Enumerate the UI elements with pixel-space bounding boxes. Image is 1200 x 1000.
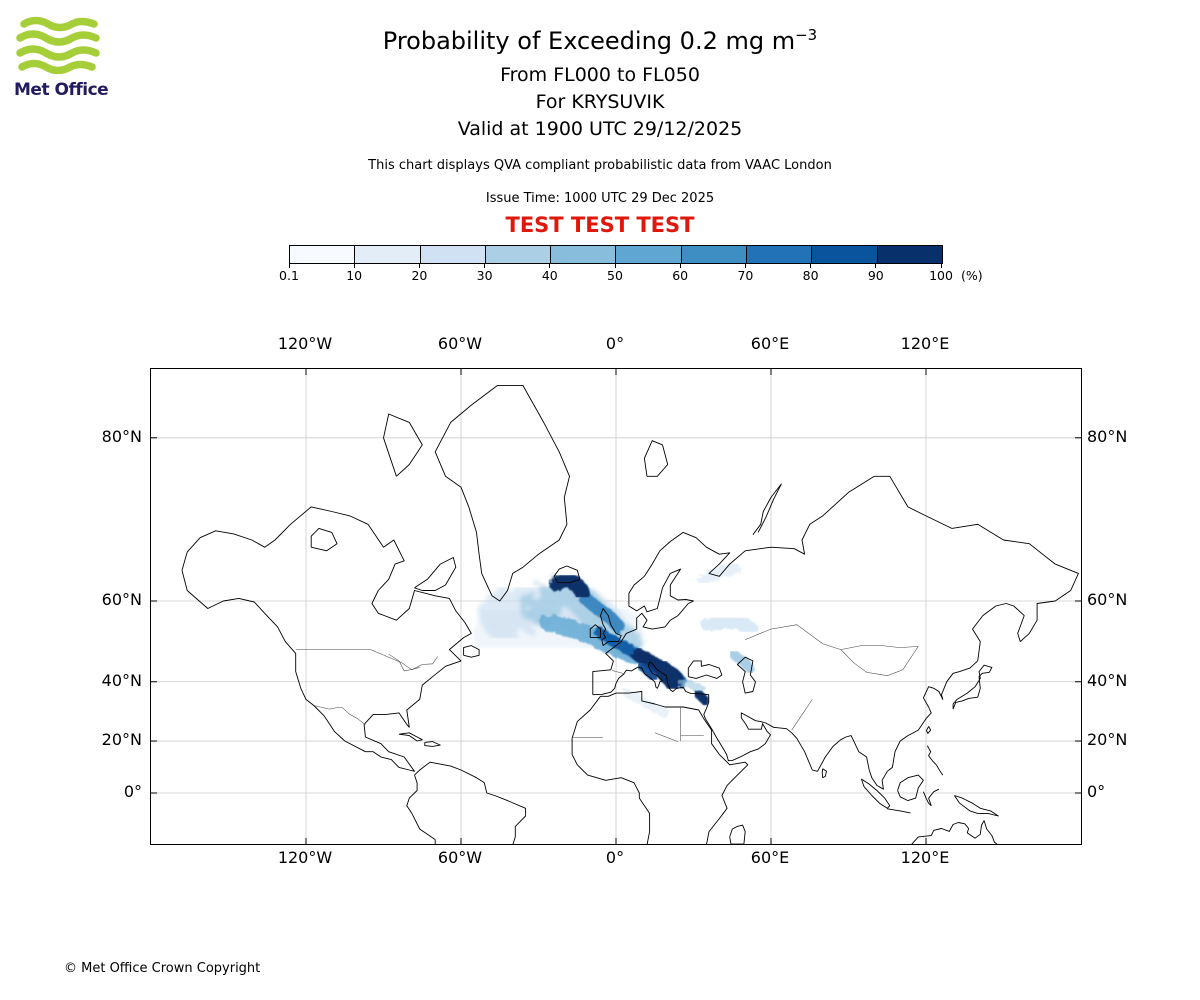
colorbar-tick-label: 20 [411,268,428,283]
colorbar-segment [811,246,877,263]
issue-time: Issue Time: 1000 UTC 29 Dec 2025 [485,191,715,206]
colorbar-tick-label: 80 [802,268,819,283]
longitude-label-top: 0° [605,334,625,353]
map-gridlines [151,369,1081,844]
latitude-label-left: 60°N [101,589,142,609]
latitude-label-right: 0° [1087,782,1106,801]
ash-plume-layer [474,561,758,718]
met-office-logo: Met Office [14,16,124,100]
subtitle-volcano: For KRYSUVIK [535,91,665,113]
latitude-label-right: 80°N [1087,426,1128,446]
chart-title-text: Probability of Exceeding 0.2 mg m [382,27,796,55]
colorbar-segment [680,246,747,263]
latitude-label-left: 40°N [101,670,142,690]
colorbar-tick-label: 90 [867,268,884,283]
probability-colorbar [289,245,943,264]
colorbar-tick-label: 10 [346,268,363,283]
colorbar-tick [679,264,681,268]
qva-note: This chart displays QVA compliant probab… [368,158,832,173]
world-map [151,369,1081,844]
colorbar-tick [484,264,486,268]
longitude-label-bottom: 60°E [750,848,790,867]
latitude-label-left: 80°N [101,426,142,446]
colorbar-tick-label: 0.1 [279,268,299,283]
test-banner: TEST TEST TEST [505,213,695,237]
colorbar-segment [354,246,420,263]
latitude-label-right: 60°N [1087,589,1128,609]
colorbar-tick-label: 100 [929,268,953,283]
coastlines-layer [181,385,1079,844]
latitude-label-right: 40°N [1087,670,1128,690]
subtitle-flight-levels: From FL000 to FL050 [500,64,700,86]
logo-waves-icon [16,16,100,75]
longitude-label-top: 60°E [750,334,790,353]
colorbar-tick [810,264,812,268]
longitude-label-top: 60°W [437,334,483,353]
colorbar-segment [615,246,681,263]
colorbar-tick-labels: 0.1 10 20 30 40 50 60 70 80 90 100 [279,264,989,284]
chart-subtitles: From FL000 to FL050 For KRYSUVIK Valid a… [0,62,1200,143]
latitude-label-left: 0° [123,782,142,801]
colorbar-tick-label: 30 [476,268,493,283]
colorbar-segment [419,246,485,263]
logo-wordmark: Met Office [14,80,109,100]
chart-title: Probability of Exceeding 0.2 mg m−3 [0,26,1200,55]
colorbar-tick [744,264,746,268]
colorbar-tick-label: 70 [737,268,754,283]
colorbar-tick-label: 40 [541,268,558,283]
colorbar-unit-label: (%) [961,268,983,283]
colorbar-tick [549,264,551,268]
subtitle-valid-time: Valid at 1900 UTC 29/12/2025 [457,118,743,140]
map-frame [150,368,1082,845]
colorbar-segment [746,246,812,263]
latitude-label-left: 20°N [101,730,142,750]
colorbar-segment [876,246,942,263]
colorbar-segment [290,246,355,263]
colorbar-tick [353,264,355,268]
longitude-label-bottom: 0° [605,848,625,867]
longitude-label-top: 120°E [900,334,950,353]
colorbar-tick-label: 60 [672,268,689,283]
colorbar-tick-label: 50 [607,268,623,283]
colorbar-segment [484,246,551,263]
colorbar-segment [550,246,616,263]
longitude-label-bottom: 120°W [277,848,333,867]
country-borders-layer [295,624,919,742]
longitude-label-bottom: 60°W [437,848,483,867]
latitude-label-right: 20°N [1087,730,1128,750]
colorbar-tick [614,264,616,268]
longitude-label-top: 120°W [277,334,333,353]
colorbar-tick [940,264,942,268]
map-frame-ticks [151,369,1081,844]
longitude-label-bottom: 120°E [900,848,950,867]
colorbar-tick [875,264,877,268]
colorbar-tick [418,264,420,268]
colorbar-tick [288,264,290,268]
copyright-notice: © Met Office Crown Copyright [64,961,261,976]
chart-title-exponent: −3 [795,26,818,44]
